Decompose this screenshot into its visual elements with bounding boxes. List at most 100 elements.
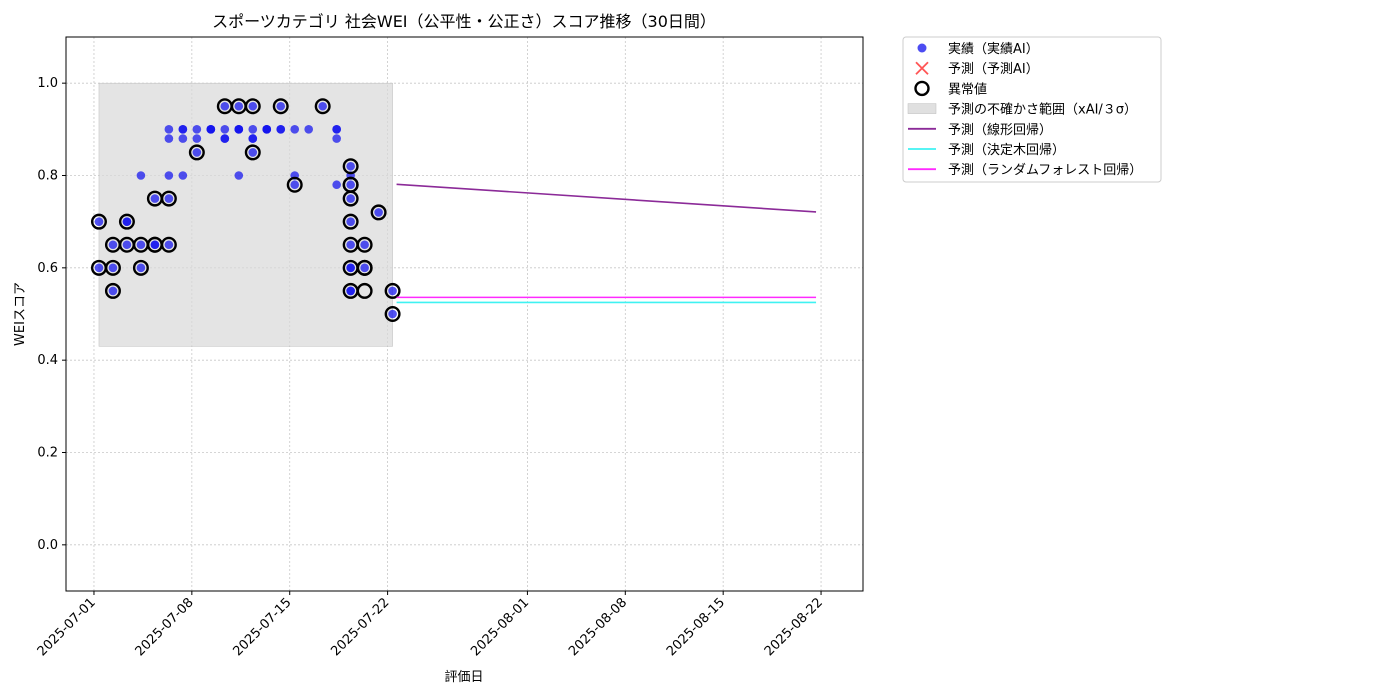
actual-point: [108, 240, 118, 250]
actual-point: [374, 208, 383, 217]
uncertainty-band: [98, 82, 393, 347]
prediction-line-linear: [396, 183, 817, 213]
actual-point: [234, 101, 244, 111]
anomaly-point: [132, 259, 149, 276]
x-tick-label: 2025-08-08: [566, 595, 630, 659]
actual-point: [388, 286, 397, 296]
actual-point: [178, 125, 188, 134]
actual-point: [318, 101, 327, 111]
anomaly-point: [286, 176, 303, 193]
actual-point: [248, 125, 258, 134]
legend-dot-icon: [917, 43, 927, 53]
anomaly-point: [160, 236, 177, 253]
actual-point: [94, 217, 104, 226]
plot-area: 0.0 0.2 0.4 0.6 0.8 1.0 2025-07-01 2025-07-08 20…: [35, 36, 864, 659]
legend-box: [902, 36, 1162, 183]
actual-point: [108, 263, 118, 273]
anomaly-point: [188, 144, 205, 161]
legend-label: 予測（線形回帰）: [948, 122, 1052, 138]
actual-point: [248, 134, 258, 143]
actual-point: [276, 125, 286, 134]
x-tick-label: 2025-07-15: [231, 595, 295, 659]
y-tick-label: 0.6: [37, 261, 58, 276]
x-tick-label: 2025-07-01: [35, 595, 99, 659]
x-axis-label: 評価日: [444, 670, 483, 685]
y-tick-label: 0.4: [37, 353, 58, 368]
actual-point: [234, 125, 244, 134]
anomaly-point: [90, 213, 107, 230]
actual-point: [94, 263, 104, 273]
anomaly-point: [370, 204, 387, 221]
actual-point: [332, 134, 341, 143]
actual-point: [192, 148, 202, 157]
legend-label: 実績（実績AI）: [948, 41, 1039, 57]
actual-point: [332, 180, 341, 190]
y-axis-label: WEIスコア: [13, 282, 28, 346]
actual-point: [346, 161, 355, 171]
anomaly-point: [160, 190, 177, 207]
anomaly-point: [104, 259, 121, 276]
plot-frame: [65, 36, 864, 592]
anomaly-point: [384, 306, 401, 323]
actual-point: [234, 171, 244, 180]
x-tick-label: 2025-07-22: [328, 595, 392, 659]
actual-point: [276, 101, 286, 111]
actual-point: [346, 240, 355, 250]
actual-point: [220, 101, 230, 111]
actual-point: [360, 263, 369, 273]
y-tick-label: 0.2: [37, 446, 58, 461]
actual-point: [346, 286, 355, 296]
actual-point: [290, 125, 300, 134]
actual-point: [192, 134, 202, 143]
anomaly-point: [342, 213, 359, 230]
legend-label: 予測（予測AI）: [948, 62, 1039, 77]
legend-label: 予測の不確かさ範囲（xAI/３σ）: [948, 102, 1137, 118]
actual-point: [220, 125, 230, 134]
actual-point: [178, 171, 188, 180]
legend-label: 予測（決定木回帰）: [948, 142, 1065, 158]
actual-point: [150, 240, 160, 250]
anomaly-point: [244, 98, 261, 115]
y-tick-label: 0.0: [37, 538, 58, 553]
actual-point: [360, 240, 369, 250]
anomaly-point: [356, 236, 373, 253]
actual-point: [136, 263, 146, 273]
actual-point: [178, 134, 188, 143]
anomaly-point: [244, 144, 261, 161]
anomaly-point: [384, 282, 401, 299]
legend-ring-icon: [914, 80, 930, 97]
actual-point: [332, 125, 341, 134]
actual-point: [164, 134, 174, 143]
actual-point: [164, 194, 174, 203]
actual-point: [388, 309, 397, 319]
actual-point: [346, 194, 355, 203]
actual-point: [164, 125, 174, 134]
actual-point: [248, 148, 258, 157]
x-tick-label: 2025-08-22: [762, 595, 826, 659]
actual-point: [164, 171, 174, 180]
actual-point: [262, 125, 272, 134]
anomaly-point: [342, 190, 359, 207]
anomaly-point: [314, 98, 331, 115]
actual-point: [192, 125, 202, 134]
actual-point: [346, 263, 355, 273]
actual-point: [164, 240, 174, 250]
x-tick-label: 2025-07-08: [133, 595, 197, 659]
anomaly-point: [118, 213, 135, 230]
x-tick-label: 2025-08-15: [664, 595, 728, 659]
actual-point: [122, 240, 132, 250]
y-tick-label: 1.0: [37, 76, 58, 91]
actual-point: [108, 286, 118, 296]
anomaly-point: [356, 282, 373, 299]
legend-cross-icon: [915, 61, 929, 75]
legend-band-icon: [907, 103, 937, 114]
actual-point: [136, 171, 146, 180]
actual-point: [346, 180, 355, 190]
anomaly-point: [342, 158, 359, 175]
actual-point: [346, 217, 355, 226]
actual-point: [206, 125, 216, 134]
anomaly-point: [104, 282, 121, 299]
actual-point: [220, 134, 230, 143]
